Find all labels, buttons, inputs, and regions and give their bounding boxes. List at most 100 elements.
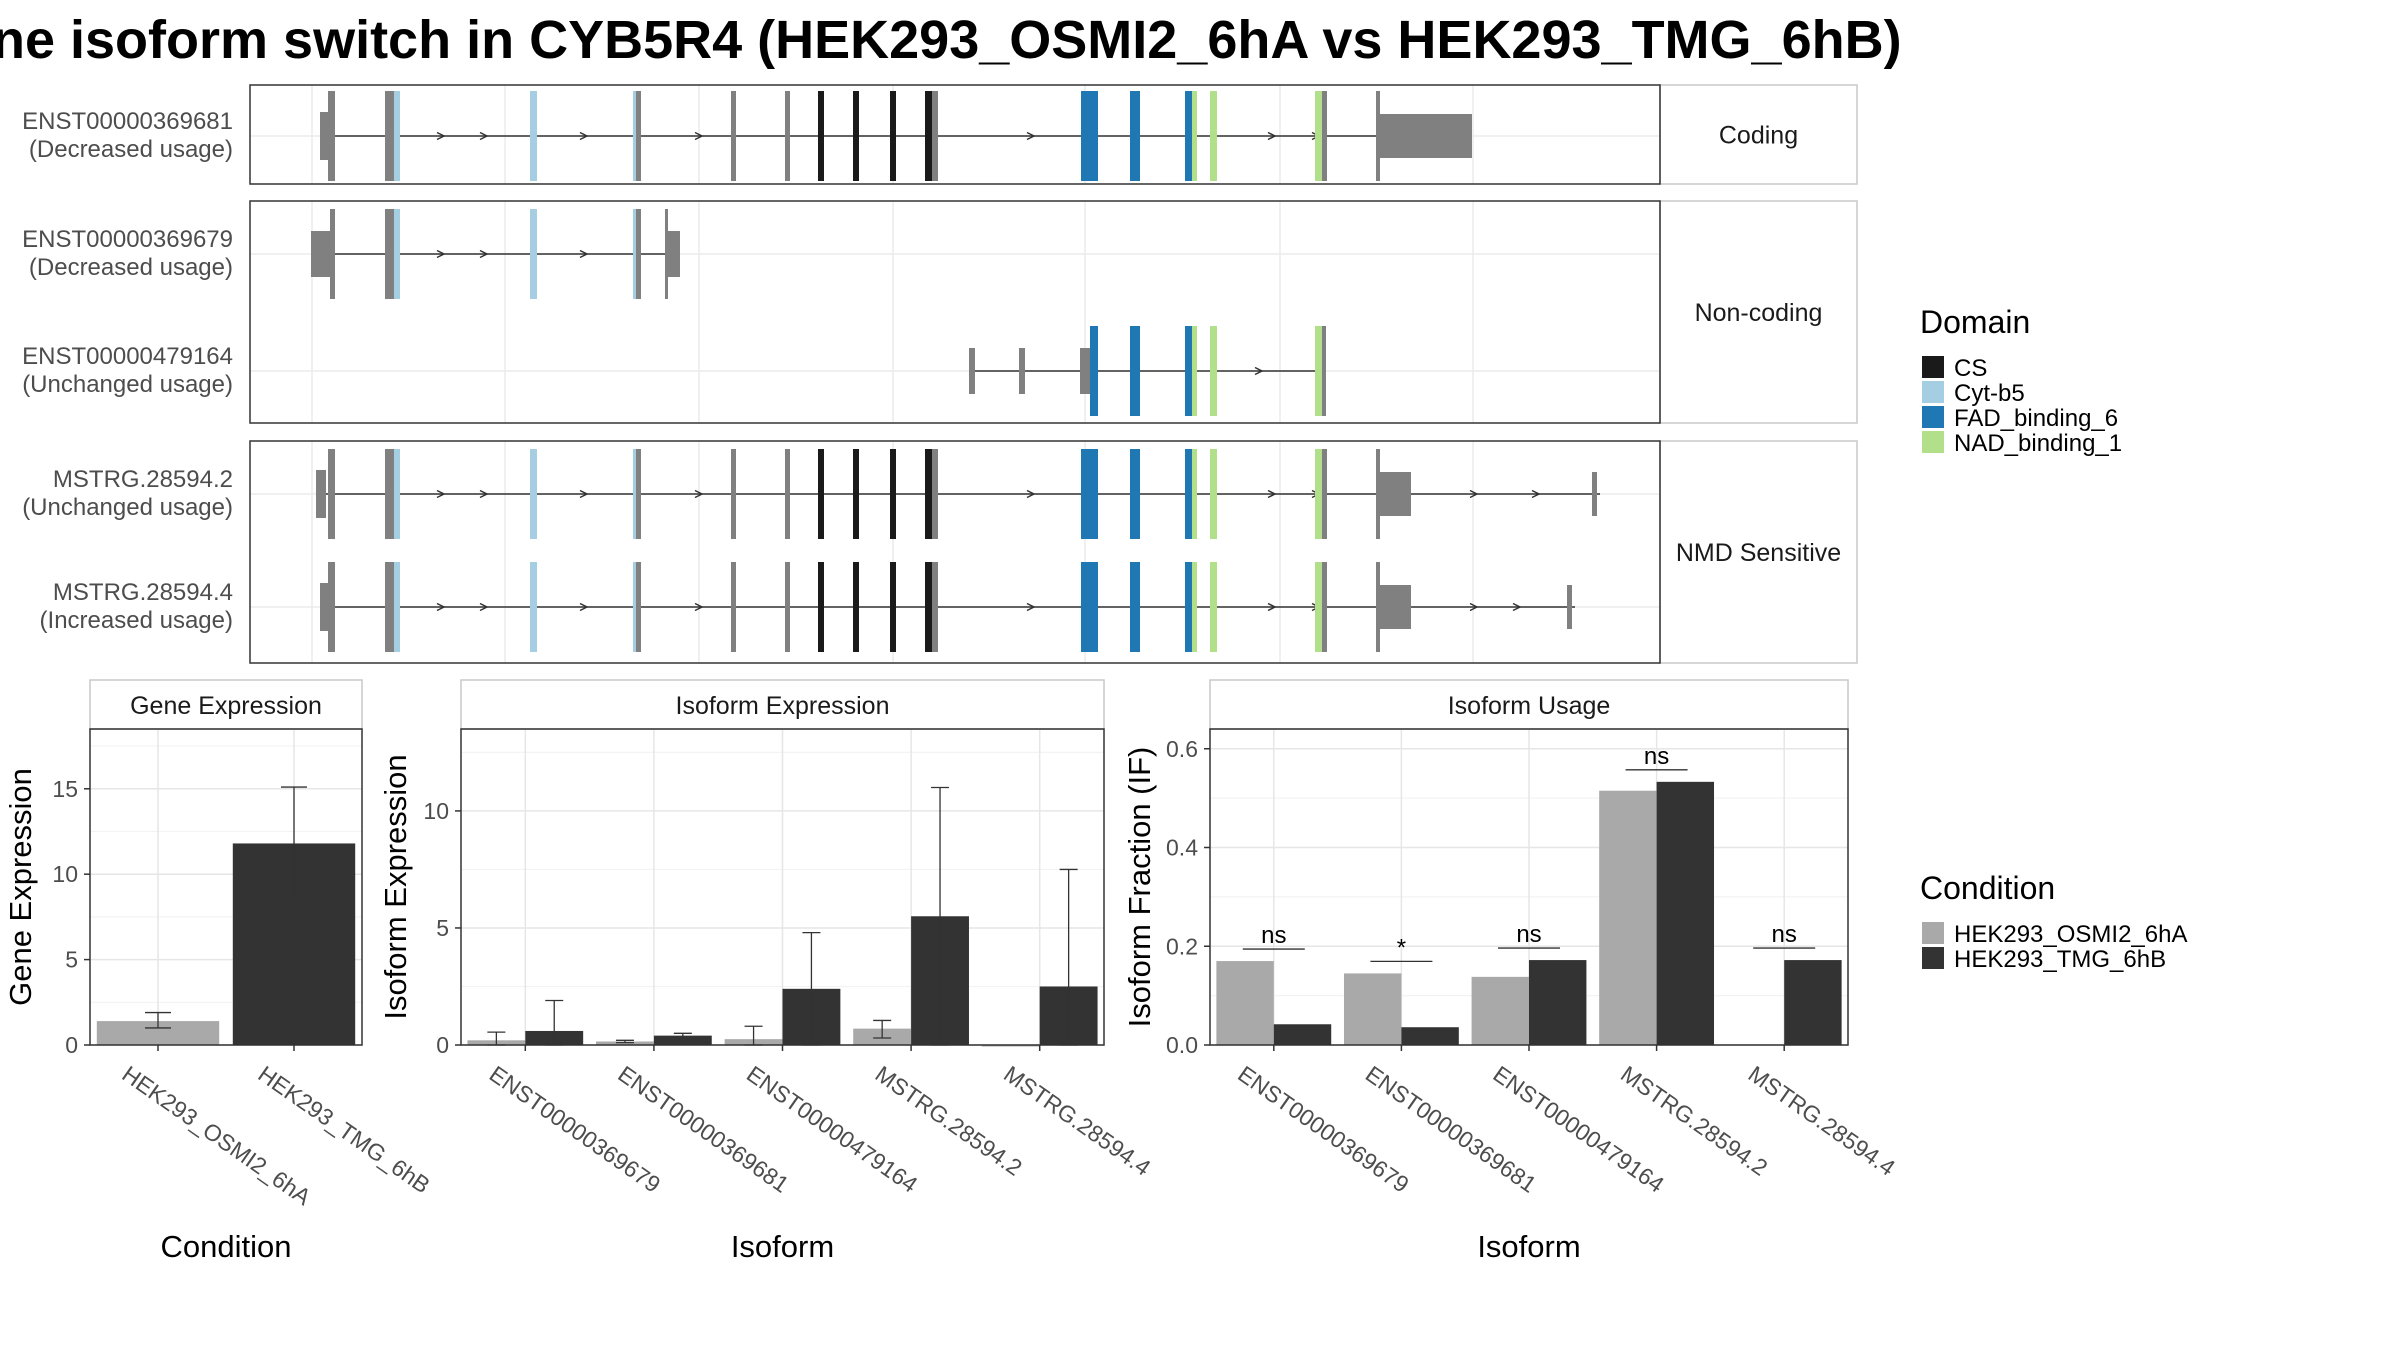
chart-title: ne isoform switch in CYB5R4 (HEK293_OSMI… [0, 10, 1902, 70]
condition-legend [1922, 922, 1944, 969]
facet-strip [1209, 679, 1849, 730]
exon-block [316, 470, 326, 518]
legend-swatch-fad-binding-6 [1922, 406, 1944, 428]
intron-arrow [436, 249, 446, 259]
domain-legend [1922, 356, 1944, 453]
fad-domain [1185, 449, 1192, 539]
cs-domain [925, 562, 932, 652]
bar-enst00000369679-1 [1273, 1024, 1332, 1045]
cyt-b5-domain [530, 562, 537, 652]
bar-enst00000369681-1 [1401, 1027, 1459, 1045]
fad-domain [1130, 449, 1140, 539]
fad-domain [1185, 91, 1192, 181]
intron-arrow [1469, 489, 1479, 499]
intron-arrow [479, 131, 489, 141]
y-tick-label: 0.2 [1166, 933, 1198, 959]
facet-strip [460, 679, 1105, 730]
y-tick-label: 5 [436, 915, 449, 941]
fad-domain [1185, 326, 1192, 416]
legend-label: HEK293_TMG_6hB [1954, 946, 2166, 973]
y-tick-label: 10 [52, 861, 78, 887]
exon-block [1322, 91, 1327, 181]
cyt-b5-domain [530, 209, 537, 299]
intron-arrow [579, 602, 589, 612]
fad-domain [1081, 91, 1098, 181]
intron-arrow [1469, 602, 1479, 612]
intron-arrow [436, 602, 446, 612]
fad-domain [1081, 562, 1098, 652]
transcript-id-label: ENST00000369679 [22, 226, 233, 253]
y-tick-label: 5 [65, 947, 78, 973]
fad-domain [1130, 562, 1140, 652]
nad-domain [1315, 449, 1322, 539]
exon-block [785, 449, 790, 539]
legend-label: CS [1954, 355, 1987, 382]
x-axis-title: Isoform [731, 1229, 834, 1264]
legend-label: FAD_binding_6 [1954, 405, 2118, 432]
significance-label: ns [1772, 921, 1797, 948]
intron-arrow [1026, 131, 1036, 141]
significance-label: ns [1644, 743, 1669, 770]
fad-domain [1185, 562, 1192, 652]
intron-arrow [579, 249, 589, 259]
y-tick-label: 0.0 [1166, 1032, 1198, 1058]
cyt-b5-domain [394, 91, 400, 181]
exon-block [636, 562, 641, 652]
intron-arrow [1026, 602, 1036, 612]
y-tick-label: 15 [52, 776, 78, 802]
utr-block [667, 231, 680, 277]
exon-block [385, 209, 394, 299]
exon-block [385, 562, 394, 652]
bar-enst00000369681-1 [653, 1035, 712, 1045]
exon-block [731, 449, 736, 539]
utr-block [311, 231, 331, 277]
panel-title: Gene Expression [130, 692, 322, 720]
exon-block [1376, 91, 1380, 181]
facet-strip [89, 679, 363, 730]
exon-block [785, 562, 790, 652]
intron-arrow [479, 489, 489, 499]
cs-domain [890, 449, 896, 539]
intron-arrow [1531, 489, 1541, 499]
bar-enst00000369681-0 [1343, 973, 1402, 1045]
exon-block [636, 91, 641, 181]
transcript-facet-coding [249, 84, 1858, 185]
legend-swatch-cs [1922, 356, 1944, 378]
panel-title: Isoform Usage [1448, 692, 1611, 720]
cs-domain [818, 91, 824, 181]
facet-strip [1659, 440, 1858, 664]
transcript-usage-label: (Decreased usage) [29, 136, 233, 163]
y-tick-label: 0 [436, 1032, 449, 1058]
exon-block [932, 449, 938, 539]
exon-block [1080, 348, 1090, 394]
nad-domain [1192, 91, 1197, 181]
exon-block [731, 91, 736, 181]
exon-block [932, 562, 938, 652]
cyt-b5-domain [394, 562, 400, 652]
panel-border [249, 440, 1661, 664]
exon-block [1019, 348, 1025, 394]
cs-domain [925, 449, 932, 539]
exon-block [1567, 585, 1572, 629]
cs-domain [818, 562, 824, 652]
significance-label: ns [1516, 921, 1541, 948]
intron-arrow [436, 131, 446, 141]
transcript-usage-label: (Unchanged usage) [22, 494, 233, 521]
panel-background [250, 441, 1660, 663]
panel-title: Isoform Expression [676, 692, 890, 720]
transcript-id-label: MSTRG.28594.4 [53, 579, 233, 606]
bar-mstrg-28594-4-1 [1784, 960, 1842, 1045]
exon-block [1322, 449, 1327, 539]
nad-domain [1315, 562, 1322, 652]
cyt-b5-domain [530, 91, 537, 181]
legend-label: Cyt-b5 [1954, 380, 2025, 407]
bar-chart-isoform-usage [1204, 679, 1849, 1051]
utr-block [1380, 114, 1472, 158]
utr-block [1380, 472, 1411, 516]
cs-domain [853, 91, 859, 181]
nad-domain [1192, 562, 1197, 652]
bar-mstrg-28594-2-1 [1656, 781, 1715, 1045]
y-axis-title: Isoform Fraction (IF) [1122, 747, 1157, 1028]
fad-domain [1130, 91, 1140, 181]
intron-arrow [479, 249, 489, 259]
